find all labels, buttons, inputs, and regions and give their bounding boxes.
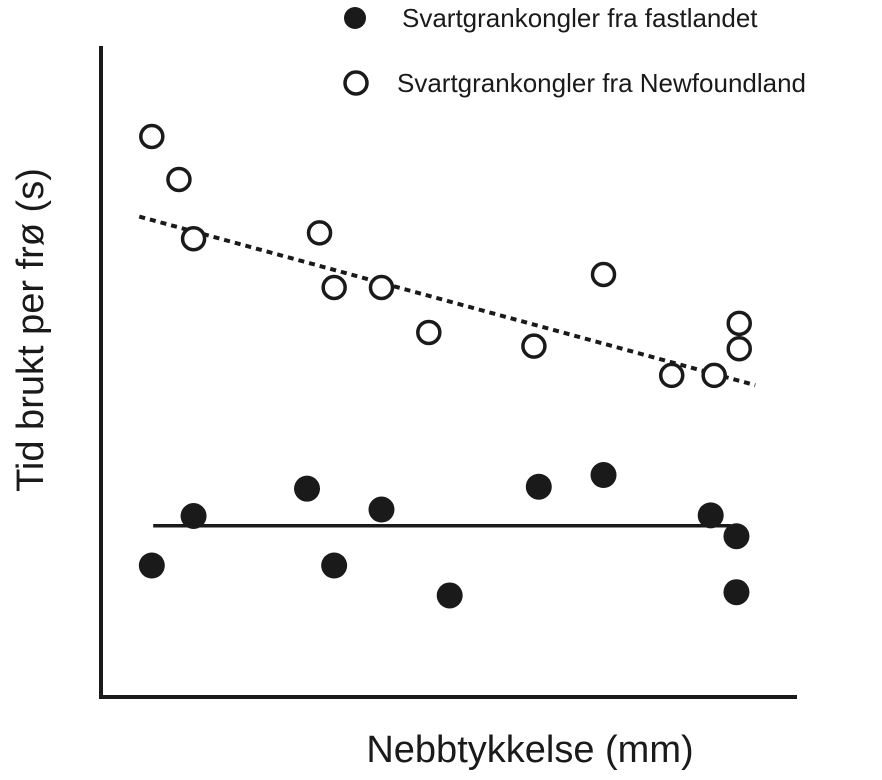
trendlines bbox=[138, 214, 756, 528]
data-point-newfoundland-10 bbox=[701, 362, 727, 389]
data-point-newfoundland-2 bbox=[180, 225, 207, 252]
data-points bbox=[138, 123, 752, 609]
data-point-fastlandet-5 bbox=[436, 582, 463, 609]
data-point-newfoundland-6 bbox=[416, 319, 442, 346]
data-point-newfoundland-12 bbox=[726, 335, 752, 362]
data-point-newfoundland-11 bbox=[726, 310, 752, 337]
data-point-fastlandet-7 bbox=[590, 462, 617, 489]
y-axis-label: Tid brukt per frø (s) bbox=[10, 168, 52, 492]
data-point-newfoundland-9 bbox=[658, 362, 685, 389]
legend: Svartgrankongler fra fastlandet Svartgra… bbox=[343, 3, 806, 98]
data-point-newfoundland-0 bbox=[139, 123, 165, 150]
x-axis-label: Nebbtykkelse (mm) bbox=[366, 729, 693, 771]
data-point-newfoundland-8 bbox=[590, 261, 617, 288]
data-point-newfoundland-3 bbox=[306, 220, 333, 246]
legend-label-newfoundland: Svartgrankongler fra Newfoundland bbox=[397, 68, 806, 98]
data-point-fastlandet-4 bbox=[368, 496, 395, 523]
data-point-fastlandet-3 bbox=[321, 552, 348, 579]
data-point-fastlandet-8 bbox=[697, 502, 724, 529]
data-point-fastlandet-9 bbox=[723, 523, 750, 550]
data-point-newfoundland-1 bbox=[166, 166, 192, 193]
data-point-newfoundland-4 bbox=[321, 274, 347, 301]
legend-item-fastlandet: Svartgrankongler fra fastlandet bbox=[344, 3, 758, 33]
legend-item-newfoundland: Svartgrankongler fra Newfoundland bbox=[343, 68, 806, 98]
legend-marker-open-circle bbox=[343, 70, 369, 96]
data-point-fastlandet-6 bbox=[525, 473, 552, 500]
data-point-fastlandet-2 bbox=[294, 475, 321, 502]
data-point-newfoundland-5 bbox=[368, 274, 395, 301]
legend-label-fastlandet: Svartgrankongler fra fastlandet bbox=[402, 3, 758, 33]
data-point-fastlandet-1 bbox=[180, 503, 207, 530]
data-point-newfoundland-7 bbox=[521, 333, 547, 359]
data-point-fastlandet-10 bbox=[723, 579, 750, 606]
legend-marker-filled-circle bbox=[344, 7, 366, 29]
trendline-newfoundland bbox=[138, 214, 756, 388]
data-point-fastlandet-0 bbox=[138, 552, 165, 579]
